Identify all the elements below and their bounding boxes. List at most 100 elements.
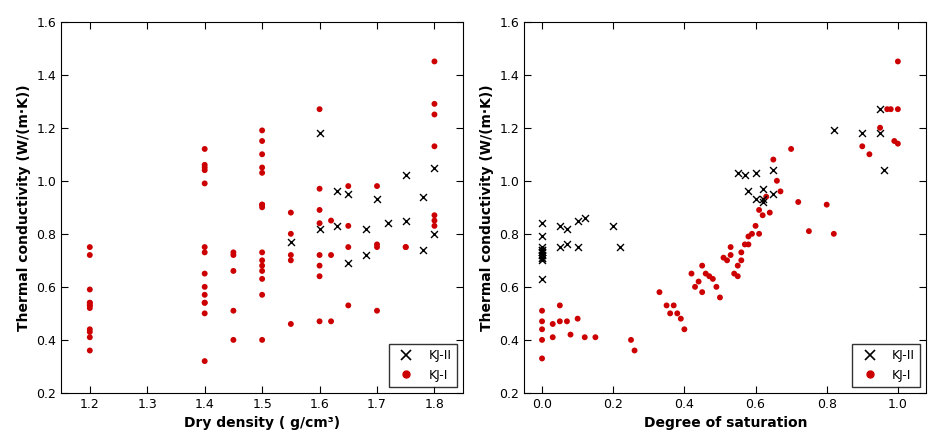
Point (197, 270, 212, 277)
Point (427, 217, 442, 224)
Point (416, 193, 431, 200)
Point (613, 244, 628, 251)
Point (535, 252, 550, 259)
Point (727, 270, 742, 277)
Point (691, 278, 706, 285)
Point (730, 262, 745, 269)
Point (577, 214, 592, 221)
Point (340, 222, 356, 229)
Point (82, 302, 97, 309)
Point (82, 347, 97, 354)
Point (82, 244, 97, 251)
Point (563, 331, 578, 338)
Point (370, 182, 385, 190)
Point (358, 252, 373, 259)
Point (716, 254, 731, 261)
Point (752, 207, 767, 214)
Point (82, 299, 97, 306)
Point (226, 267, 241, 274)
Point (872, 124, 887, 131)
Point (545, 333, 560, 341)
Point (553, 318, 568, 325)
Point (876, 167, 891, 174)
Point (82, 299, 97, 306)
Point (737, 172, 753, 179)
Point (695, 289, 710, 296)
Point (329, 188, 344, 195)
Point (737, 241, 753, 248)
Point (535, 246, 550, 253)
Point (398, 172, 413, 179)
Point (340, 190, 356, 198)
Point (197, 180, 212, 187)
Point (255, 336, 270, 343)
Point (886, 137, 902, 144)
Point (695, 262, 710, 269)
Point (744, 230, 759, 237)
Point (755, 185, 770, 192)
Point (673, 315, 688, 322)
Point (854, 130, 869, 137)
Point (535, 355, 550, 362)
Point (340, 259, 356, 266)
Point (427, 164, 442, 171)
Point (427, 222, 442, 229)
Point (652, 289, 667, 296)
Point (890, 140, 905, 147)
Point (255, 291, 270, 299)
Point (741, 188, 756, 195)
Point (358, 225, 373, 232)
Point (748, 196, 763, 203)
Point (255, 275, 270, 283)
Point (82, 286, 97, 293)
Point (312, 318, 327, 325)
Point (741, 233, 756, 240)
Point (723, 252, 738, 259)
Point (752, 230, 767, 237)
Point (755, 212, 770, 219)
Point (623, 336, 638, 343)
Legend: KJ-II, KJ-I: KJ-II, KJ-I (389, 345, 457, 387)
Point (819, 201, 835, 208)
Point (535, 254, 550, 261)
Point (535, 246, 550, 253)
Point (283, 252, 298, 259)
Point (705, 275, 720, 283)
Point (197, 164, 212, 171)
Point (197, 299, 212, 306)
Point (535, 318, 550, 325)
Point (687, 283, 703, 291)
Point (884, 105, 899, 113)
Point (684, 270, 699, 277)
Point (535, 275, 550, 283)
Point (312, 130, 327, 137)
Point (323, 318, 339, 325)
Point (712, 294, 727, 301)
Point (720, 257, 735, 264)
Point (398, 244, 413, 251)
Point (535, 252, 550, 259)
Point (559, 225, 574, 232)
Point (329, 222, 344, 229)
Point (340, 182, 356, 190)
Point (766, 167, 781, 174)
Point (312, 207, 327, 214)
Point (784, 145, 799, 152)
Point (559, 241, 574, 248)
Point (226, 307, 241, 314)
Point (854, 143, 869, 150)
Legend: KJ-II, KJ-I: KJ-II, KJ-I (852, 345, 920, 387)
X-axis label: Dry density ( g/cm³): Dry density ( g/cm³) (184, 416, 340, 430)
Point (82, 329, 97, 336)
Point (370, 244, 385, 251)
Point (702, 273, 717, 280)
Point (427, 212, 442, 219)
Point (553, 244, 568, 251)
Point (226, 249, 241, 256)
Point (553, 302, 568, 309)
Point (730, 273, 745, 280)
Point (769, 177, 785, 184)
Point (197, 291, 212, 299)
Point (283, 238, 298, 245)
Point (82, 333, 97, 341)
